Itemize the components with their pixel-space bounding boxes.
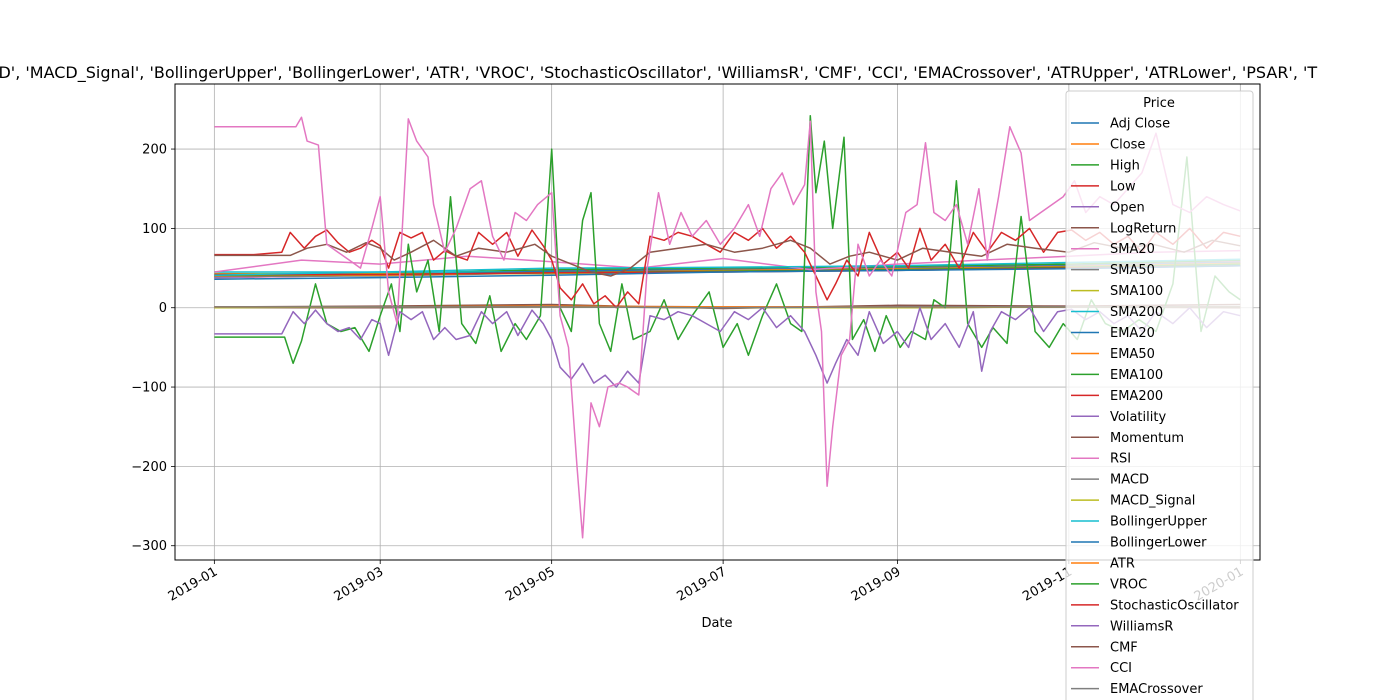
legend-label: Open [1110, 200, 1145, 215]
legend-label: ATR [1110, 556, 1135, 571]
legend-entry: EMA100 [1071, 368, 1163, 383]
legend-label: CMF [1110, 640, 1138, 655]
legend-entry: MACD_Signal [1071, 494, 1195, 509]
legend-entries: Adj Close Close High Low Open LogReturn SMA20 S… [1071, 117, 1239, 697]
legend-label: EMA100 [1110, 368, 1163, 383]
legend-entry: BollingerUpper [1071, 515, 1208, 530]
legend-entry: EMACrossover [1071, 682, 1203, 697]
legend-entry: CCI [1071, 661, 1132, 676]
plot-area-frame [174, 83, 1261, 561]
y-tick-label: 200 [142, 143, 167, 158]
legend-label: High [1110, 158, 1140, 173]
legend-entry: LogReturn [1071, 221, 1176, 236]
legend-label: BollingerLower [1110, 536, 1207, 551]
legend-label: SMA100 [1110, 284, 1163, 299]
y-tick-label: 100 [142, 222, 167, 237]
series-line-williamsr [214, 306, 1241, 388]
legend-label: Close [1110, 137, 1145, 152]
legend-label: EMA200 [1110, 389, 1163, 404]
legend-label: SMA50 [1110, 263, 1155, 278]
legend-entry: WilliamsR [1071, 619, 1173, 634]
legend-entry: BollingerLower [1071, 536, 1207, 551]
legend-label: Low [1110, 179, 1136, 194]
legend-entry: Adj Close [1071, 117, 1170, 132]
y-tick-label: −200 [131, 460, 167, 475]
legend-label: SMA20 [1110, 242, 1155, 257]
x-axis-label: Date [701, 616, 732, 631]
legend-entry: Open [1071, 200, 1145, 215]
legend-entry: MACD [1071, 473, 1149, 488]
legend-entry: Low [1071, 179, 1136, 194]
legend-label: Volatility [1110, 410, 1166, 425]
legend-label: WilliamsR [1110, 619, 1173, 634]
legend-label: MACD [1110, 473, 1149, 488]
legend-entry: EMA50 [1071, 347, 1155, 362]
legend-label: Adj Close [1110, 117, 1170, 132]
legend-label: EMACrossover [1110, 682, 1203, 697]
series-line-vroc [214, 114, 1241, 365]
legend-label: VROC [1110, 577, 1147, 592]
legend-entry: StochasticOscillator [1071, 598, 1239, 613]
legend-entry: EMA20 [1071, 326, 1155, 341]
legend-label: StochasticOscillator [1110, 598, 1239, 613]
legend-entry: Momentum [1071, 431, 1184, 446]
legend: Price Adj Close Close High Low Open LogReturn… [1065, 90, 1254, 700]
legend-entry: High [1071, 158, 1140, 173]
legend-entry: CMF [1071, 640, 1138, 655]
legend-label: SMA200 [1110, 305, 1163, 320]
legend-entry: EMA200 [1071, 389, 1163, 404]
legend-label: MACD_Signal [1110, 494, 1195, 509]
legend-entry: SMA20 [1071, 242, 1155, 257]
legend-entry: VROC [1071, 577, 1147, 592]
legend-entry: Close [1071, 137, 1145, 152]
chart-title: MACD', 'MACD_Signal', 'BollingerUpper', … [0, 63, 1317, 83]
grid-lines [175, 84, 1260, 560]
legend-entry: SMA200 [1071, 305, 1163, 320]
legend-entry: RSI [1071, 452, 1131, 467]
legend-label: Momentum [1110, 431, 1184, 446]
legend-label: BollingerUpper [1110, 515, 1208, 530]
y-tick-label: −100 [131, 381, 167, 396]
y-tick-label: 0 [159, 301, 167, 316]
legend-label: CCI [1110, 661, 1132, 676]
legend-entry: Volatility [1071, 410, 1166, 425]
legend-box [1065, 90, 1254, 700]
legend-label: LogReturn [1110, 221, 1176, 236]
legend-entry: SMA100 [1071, 284, 1163, 299]
legend-entry: ATR [1071, 556, 1135, 571]
series-line-cci [214, 116, 1241, 539]
legend-label: RSI [1110, 452, 1131, 467]
legend-label: EMA20 [1110, 326, 1155, 341]
y-tick-label: −300 [131, 539, 167, 554]
legend-title: Price [1143, 96, 1175, 111]
legend-entry: SMA50 [1071, 263, 1155, 278]
series-line-cmf [214, 239, 1241, 277]
legend-label: EMA50 [1110, 347, 1155, 362]
